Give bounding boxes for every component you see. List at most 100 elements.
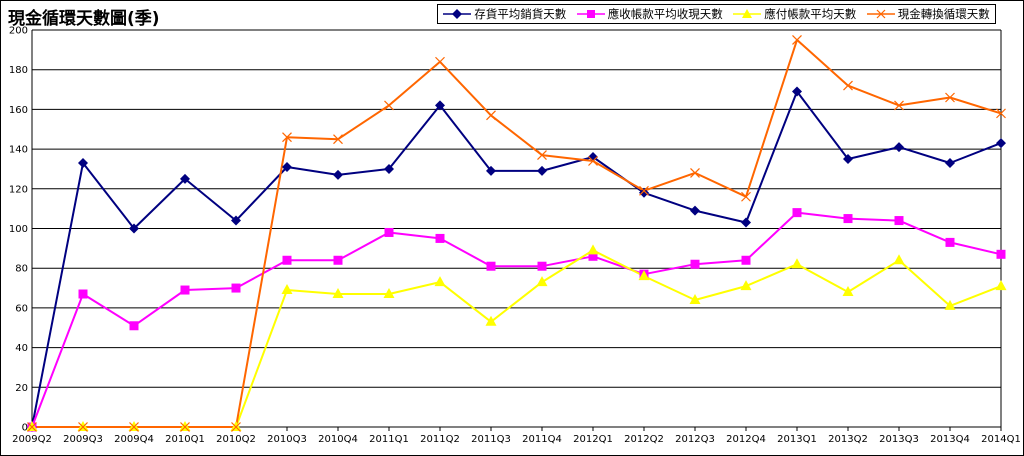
x-tick-label: 2010Q1	[165, 434, 205, 445]
chart-title: 現金循環天數圖(季)	[8, 9, 160, 29]
data-point-series-1	[180, 173, 190, 184]
y-tick-label: 0	[22, 423, 28, 434]
data-point-series-1	[282, 161, 292, 172]
x-tick-label: 2011Q3	[471, 434, 511, 445]
x-tick-label: 2011Q4	[522, 434, 562, 445]
legend: 存貨平均銷貨天數 應收帳款平均收現天數 應付帳款平均天數 現金轉換循環天數	[437, 4, 996, 24]
y-tick-label: 120	[9, 184, 28, 195]
data-point-series-4	[231, 422, 241, 432]
legend-item-receivable-days: 應收帳款平均收現天數	[576, 6, 723, 22]
data-point-series-2	[792, 208, 802, 218]
data-point-series-4	[894, 100, 904, 111]
data-point-series-2	[894, 216, 904, 226]
data-point-series-4	[27, 422, 37, 432]
x-tick-label: 2010Q3	[267, 434, 307, 445]
data-point-series-3	[434, 276, 446, 287]
series-line-1	[31, 90, 1002, 428]
data-point-series-4	[435, 56, 445, 67]
x-tick-label: 2012Q4	[726, 434, 766, 445]
data-point-series-3	[485, 315, 497, 326]
data-point-series-2	[741, 255, 751, 265]
data-point-series-1	[129, 223, 139, 234]
data-point-series-4	[996, 108, 1006, 119]
data-point-series-1	[333, 169, 343, 180]
legend-label: 存貨平均銷貨天數	[474, 7, 567, 21]
data-point-series-2	[588, 251, 598, 261]
y-tick-label: 140	[9, 145, 28, 156]
data-point-series-3	[230, 421, 242, 431]
data-point-series-1	[231, 215, 241, 226]
y-tick-label: 100	[9, 224, 28, 235]
data-point-series-4	[282, 132, 292, 143]
data-point-series-4	[129, 422, 139, 432]
x-tick-label: 2009Q4	[114, 434, 154, 445]
legend-marker-square-icon	[576, 10, 605, 18]
x-tick-label: 2009Q3	[63, 434, 103, 445]
legend-item-cash-cycle-days: 現金轉換循環天數	[866, 6, 990, 22]
x-tick-label: 2014Q1	[981, 434, 1021, 445]
legend-label: 現金轉換循環天數	[897, 7, 990, 21]
data-point-series-4	[537, 150, 547, 160]
x-tick-label: 2011Q1	[369, 434, 409, 445]
data-point-series-3	[842, 286, 854, 297]
legend-item-inventory-days: 存貨平均銷貨天數	[443, 6, 566, 22]
data-point-series-1	[486, 165, 496, 176]
x-tick-label: 2013Q2	[828, 434, 868, 445]
data-point-series-3	[536, 276, 548, 287]
data-point-series-4	[78, 422, 88, 432]
legend-marker-triangle-icon	[733, 9, 762, 18]
legend-label: 應付帳款平均天數	[764, 7, 857, 21]
x-tick-label: 2011Q2	[420, 434, 460, 445]
data-point-series-1	[996, 138, 1006, 149]
data-point-series-3	[383, 288, 395, 299]
data-point-series-3	[77, 421, 89, 431]
data-point-series-3	[791, 258, 803, 269]
series-line-4	[32, 38, 1002, 428]
data-point-series-2	[996, 249, 1006, 259]
data-point-series-2	[231, 283, 241, 293]
data-point-series-2	[129, 321, 139, 331]
legend-item-payable-days: 應付帳款平均天數	[733, 6, 856, 22]
data-point-series-3	[332, 288, 344, 299]
data-point-series-4	[945, 92, 955, 103]
y-tick-label: 180	[9, 65, 28, 76]
data-point-series-2	[537, 261, 547, 271]
data-point-series-3	[893, 254, 905, 265]
data-point-series-1	[792, 86, 802, 97]
data-point-series-4	[333, 134, 343, 145]
data-point-series-1	[435, 100, 445, 111]
y-tick-label: 160	[9, 105, 28, 116]
data-point-series-3	[740, 280, 752, 291]
data-point-series-1	[894, 142, 904, 153]
data-point-series-1	[639, 187, 649, 198]
x-tick-label: 2013Q4	[930, 434, 970, 445]
legend-label: 應收帳款平均收現天數	[607, 7, 723, 21]
x-tick-label: 2012Q1	[573, 434, 613, 445]
data-point-series-1	[741, 217, 751, 228]
data-point-series-1	[945, 157, 955, 168]
data-point-series-1	[690, 205, 700, 216]
data-point-series-1	[843, 154, 853, 165]
data-point-series-4	[486, 110, 496, 121]
data-point-series-2	[78, 289, 88, 299]
data-point-series-4	[741, 191, 751, 202]
x-tick-label: 2012Q3	[675, 434, 715, 445]
data-point-series-4	[588, 156, 598, 166]
data-point-series-1	[384, 163, 394, 174]
data-point-series-3	[587, 244, 599, 255]
x-tick-label: 2009Q2	[12, 434, 52, 445]
data-point-series-4	[384, 100, 394, 111]
x-tick-label: 2010Q2	[216, 434, 256, 445]
data-point-series-4	[843, 80, 853, 91]
data-point-series-1	[78, 157, 88, 168]
data-point-series-3	[995, 280, 1007, 291]
data-point-series-3	[281, 284, 293, 295]
y-tick-label: 40	[15, 343, 28, 354]
data-point-series-3	[638, 270, 650, 281]
legend-marker-x-icon	[866, 9, 895, 19]
y-tick-label: 200	[9, 26, 28, 37]
x-tick-label: 2012Q2	[624, 434, 664, 445]
series-line-2	[31, 211, 1002, 428]
data-point-series-4	[792, 35, 802, 45]
